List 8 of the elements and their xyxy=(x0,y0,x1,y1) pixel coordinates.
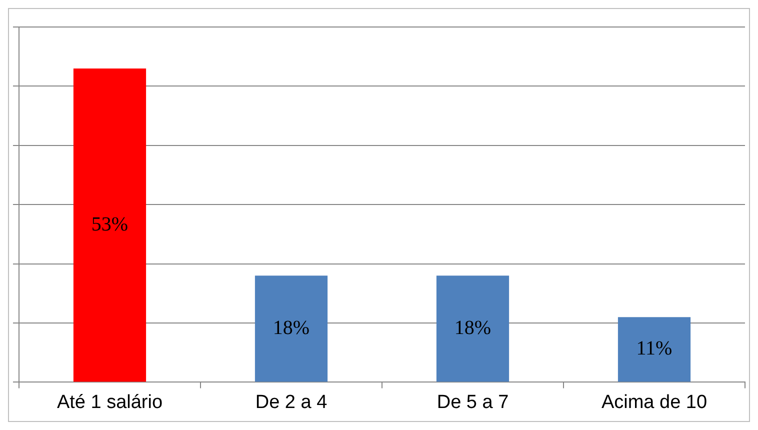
x-tick-label: De 2 a 4 xyxy=(255,392,328,413)
data-label: 18% xyxy=(454,316,492,339)
data-label: 11% xyxy=(636,338,672,360)
x-tick-label: Até 1 salário xyxy=(56,392,163,413)
data-label: 18% xyxy=(272,316,310,339)
x-tick-label: Acima de 10 xyxy=(601,392,708,413)
x-tick-label: De 5 a 7 xyxy=(436,392,509,413)
data-label: 53% xyxy=(91,213,128,236)
